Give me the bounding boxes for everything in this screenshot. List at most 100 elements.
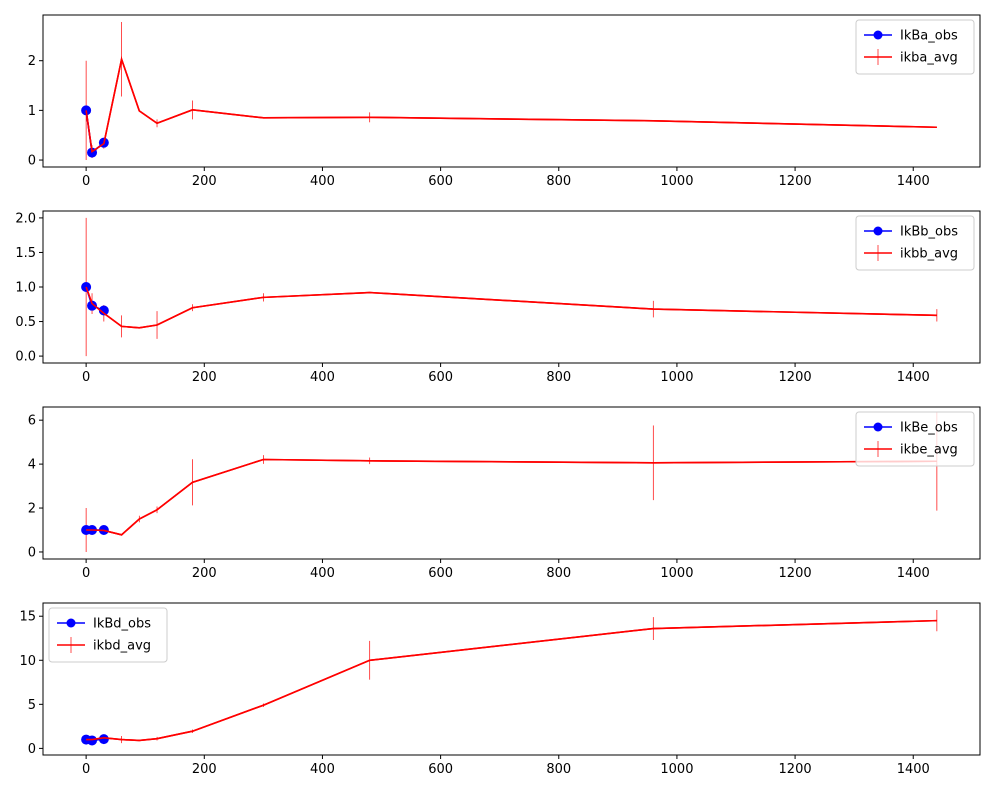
x-tick-label: 1000 [660,370,693,385]
x-tick-label: 200 [192,174,217,189]
legend-label: IkBa_obs [900,29,958,44]
y-axis: 0 2 4 6 [28,414,43,560]
x-tick-label: 400 [310,174,335,189]
x-tick-label: 1000 [660,566,693,581]
data-point [98,734,109,745]
x-tick-label: 1200 [779,174,812,189]
y-tick-label: 0.5 [15,315,36,330]
y-tick-label: 0 [28,742,36,757]
plot-frame [42,210,981,364]
legend: IkBe_obs ikbe_avg [855,411,975,467]
y-tick-label: 1.5 [15,246,36,261]
x-tick-label: 600 [428,174,453,189]
y-tick-label: 1.0 [15,281,36,296]
subplot-3: 0 200 400 600 800 1000 1200 1400 0 2 4 6 IkBe_obsikb… [28,406,981,581]
legend: IkBa_obs ikba_avg [855,19,975,75]
x-tick-label: 1400 [897,762,930,777]
x-tick-label: 600 [428,566,453,581]
x-tick-label: 600 [428,762,453,777]
y-tick-label: 2 [28,54,36,69]
legend-marker [66,618,76,628]
plot-frame [42,14,981,168]
x-tick-label: 400 [310,566,335,581]
legend-marker [873,30,883,40]
y-tick-label: 4 [28,458,36,473]
x-tick-label: 200 [192,370,217,385]
plot-data [81,411,938,552]
legend: IkBb_obs ikbb_avg [855,215,975,271]
legend-frame [855,411,975,467]
legend-label: ikbb_avg [900,247,958,262]
legend-marker [873,422,883,432]
y-tick-label: 2.0 [15,211,36,226]
series-line-overlay [86,458,937,536]
x-axis: 0 200 400 600 800 1000 1200 1400 [82,559,930,581]
x-tick-label: 800 [546,174,571,189]
y-tick-label: 6 [28,414,36,429]
series-line-ikba_avg [85,56,937,153]
data-point [87,735,98,746]
x-tick-label: 800 [546,566,571,581]
x-tick-label: 1200 [779,370,812,385]
x-tick-label: 0 [82,566,90,581]
y-tick-label: 0 [28,545,36,560]
plot-data [81,217,938,357]
legend-frame [855,19,975,75]
legend-label: ikbe_avg [900,443,958,458]
x-tick-label: 800 [546,370,571,385]
y-tick-label: 2 [28,502,36,517]
series-line-ikbd_avg [86,619,937,742]
x-axis: 0 200 400 600 800 1000 1200 1400 [82,167,930,189]
plot-frame [42,602,981,756]
x-tick-label: 0 [82,370,90,385]
x-axis: 0 200 400 600 800 1000 1200 1400 [82,755,930,777]
y-tick-label: 1 [28,104,36,119]
x-tick-label: 800 [546,762,571,777]
series-line-ikbe_avg [86,458,937,536]
x-tick-label: 1000 [660,174,693,189]
subplot-4: 0 200 400 600 800 1000 1200 1400 0 5 10 15 IkBd_obsi… [19,602,981,777]
y-axis: 0 1 2 [28,54,43,169]
x-tick-label: 200 [192,762,217,777]
x-tick-label: 200 [192,566,217,581]
y-axis: 0.0 0.5 1.0 1.5 2.0 [15,211,43,365]
subplot-1: 0 200 400 600 800 1000 1200 1400 0 1 2 IkBa_obsikba… [28,14,981,189]
series-line-overlay [86,619,937,742]
legend-label: IkBe_obs [900,421,958,436]
y-tick-label: 5 [28,698,36,713]
series-line-overlay [85,56,937,153]
subplot-2: 0 200 400 600 800 1000 1200 1400 0.0 0.5 1.0 1.5 2.0… [15,210,981,385]
x-tick-label: 1400 [897,174,930,189]
x-axis: 0 200 400 600 800 1000 1200 1400 [82,363,930,385]
y-tick-label: 15 [19,610,36,625]
plot-data [81,21,937,161]
x-tick-label: 1200 [779,566,812,581]
y-axis: 0 5 10 15 [19,610,43,757]
series-line-overlay [85,286,937,329]
x-tick-label: 1400 [897,566,930,581]
x-tick-label: 600 [428,370,453,385]
legend-label: IkBd_obs [93,617,151,632]
x-tick-label: 0 [82,174,90,189]
x-tick-label: 0 [82,762,90,777]
x-tick-label: 1000 [660,762,693,777]
legend-frame [48,607,168,663]
plot-frame [42,406,981,560]
legend: IkBd_obs ikbd_avg [48,607,168,663]
y-tick-label: 0 [28,154,36,169]
x-tick-label: 1400 [897,370,930,385]
x-tick-label: 1200 [779,762,812,777]
legend-frame [855,215,975,271]
legend-marker [873,226,883,236]
series-line-ikbb_avg [85,286,937,329]
x-tick-label: 400 [310,762,335,777]
data-point [87,300,98,311]
x-tick-label: 400 [310,370,335,385]
y-tick-label: 10 [19,654,36,669]
legend-label: IkBb_obs [900,225,958,240]
y-tick-label: 0.0 [15,350,36,365]
legend-label: ikba_avg [900,51,958,66]
legend-label: ikbd_avg [93,639,151,654]
plot-data [81,610,938,746]
